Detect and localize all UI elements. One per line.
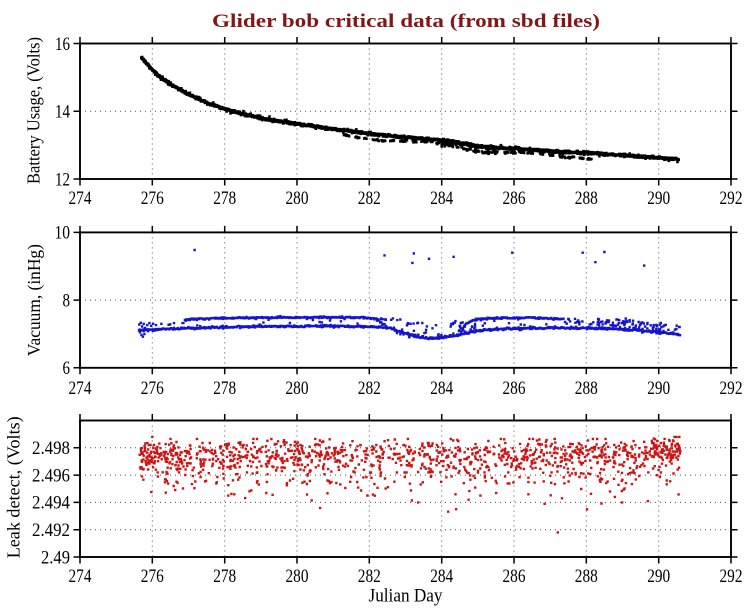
svg-text:14: 14 (55, 102, 70, 123)
svg-text:276: 276 (141, 566, 164, 587)
svg-text:278: 278 (213, 378, 236, 399)
svg-text:292: 292 (720, 378, 743, 399)
svg-text:2.496: 2.496 (32, 465, 70, 486)
svg-text:284: 284 (430, 566, 453, 587)
svg-text:284: 284 (430, 188, 453, 209)
svg-text:8: 8 (63, 290, 71, 311)
svg-text:Vacuum, (inHg): Vacuum, (inHg) (24, 244, 44, 356)
svg-text:278: 278 (213, 188, 236, 209)
svg-text:Glider bob critical data (from: Glider bob critical data (from sbd files… (212, 12, 600, 32)
svg-text:282: 282 (358, 566, 381, 587)
svg-text:2.49: 2.49 (41, 547, 70, 568)
svg-text:274: 274 (69, 378, 92, 399)
svg-text:276: 276 (141, 188, 164, 209)
svg-text:12: 12 (55, 169, 70, 190)
svg-text:280: 280 (286, 378, 309, 399)
svg-text:Battery Usage, (Volts): Battery Usage, (Volts) (24, 37, 44, 184)
svg-text:278: 278 (213, 566, 236, 587)
svg-text:274: 274 (69, 566, 92, 587)
svg-text:282: 282 (358, 378, 381, 399)
svg-text:Julian Day: Julian Day (369, 586, 443, 607)
svg-text:286: 286 (503, 188, 526, 209)
svg-text:6: 6 (63, 358, 71, 379)
svg-text:290: 290 (647, 378, 670, 399)
svg-text:10: 10 (55, 223, 71, 244)
svg-text:288: 288 (575, 188, 598, 209)
svg-text:282: 282 (358, 188, 381, 209)
svg-text:16: 16 (55, 34, 70, 55)
svg-text:284: 284 (430, 378, 453, 399)
svg-text:2.498: 2.498 (32, 438, 70, 459)
svg-text:Leak detect, (Volts): Leak detect, (Volts) (4, 416, 24, 558)
svg-text:286: 286 (503, 566, 526, 587)
svg-text:2.492: 2.492 (32, 520, 70, 541)
svg-text:288: 288 (575, 566, 598, 587)
svg-text:280: 280 (286, 566, 309, 587)
svg-text:2.494: 2.494 (32, 493, 70, 514)
svg-text:288: 288 (575, 378, 598, 399)
svg-text:280: 280 (286, 188, 309, 209)
svg-text:292: 292 (720, 188, 743, 209)
svg-text:290: 290 (647, 566, 670, 587)
svg-text:276: 276 (141, 378, 164, 399)
svg-text:286: 286 (503, 378, 526, 399)
svg-text:290: 290 (647, 188, 670, 209)
svg-text:292: 292 (720, 566, 743, 587)
svg-text:274: 274 (69, 188, 92, 209)
